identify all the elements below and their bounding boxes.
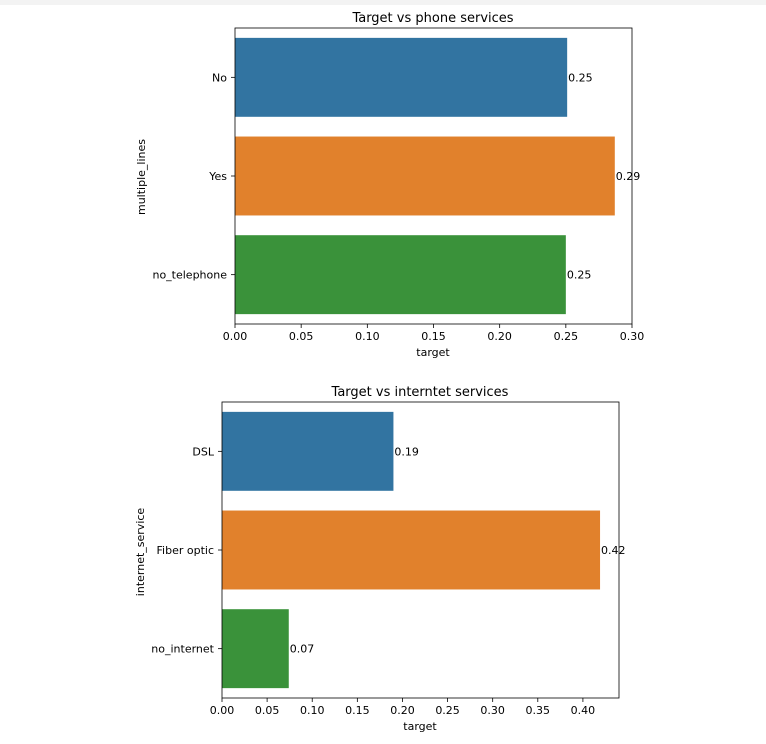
x-tick-label: 0.00	[223, 330, 248, 343]
y-tick-label: no_telephone	[152, 269, 227, 282]
y-tick-label: Yes	[208, 170, 227, 183]
x-tick-label: 0.15	[345, 704, 370, 717]
bar-no	[235, 37, 568, 117]
plot-frame	[221, 401, 620, 699]
data-labels-group: 0.19 0.42 0.07	[290, 445, 626, 655]
y-tick-label: Fiber optic	[157, 544, 214, 557]
chart-internet-services: Target vs interntet services target inte…	[134, 385, 626, 733]
top-strip	[0, 0, 766, 5]
x-tick-label: 0.15	[421, 330, 446, 343]
x-tick-label: 0.25	[435, 704, 460, 717]
x-tick-label: 0.35	[526, 704, 551, 717]
y-tick-label: no_internet	[151, 643, 214, 656]
bar-no_internet	[222, 609, 289, 689]
data-label: 0.25	[567, 269, 592, 282]
x-tick-label: 0.20	[390, 704, 415, 717]
bar-fiber-optic	[222, 510, 601, 590]
y-ticks-group: DSL Fiber optic no_internet	[151, 445, 222, 656]
y-axis-label: multiple_lines	[135, 139, 148, 215]
bar-dsl	[222, 411, 394, 491]
x-ticks-group: 0.00 0.05 0.10 0.15 0.20 0.25 0.30	[223, 324, 645, 343]
chart-title: Target vs interntet services	[331, 385, 509, 400]
x-tick-label: 0.00	[210, 704, 235, 717]
chart-title: Target vs phone services	[351, 11, 513, 26]
bars-group	[222, 411, 601, 689]
data-label: 0.29	[616, 170, 641, 183]
x-tick-label: 0.30	[480, 704, 505, 717]
data-label: 0.42	[601, 544, 626, 557]
x-tick-label: 0.30	[620, 330, 645, 343]
bars-group	[235, 37, 615, 315]
data-label: 0.25	[568, 71, 593, 84]
plot-frame	[234, 27, 633, 325]
data-label: 0.19	[394, 445, 419, 458]
x-axis-label: target	[416, 346, 450, 359]
chart-phone-services: Target vs phone services target multiple…	[135, 11, 644, 359]
y-axis-label: internet_service	[134, 508, 147, 597]
x-tick-label: 0.05	[255, 704, 280, 717]
x-ticks-group: 0.00 0.05 0.10 0.15 0.20 0.25 0.30 0.35 0.40	[210, 698, 595, 717]
x-tick-label: 0.20	[487, 330, 512, 343]
x-axis-label: target	[403, 720, 437, 733]
x-tick-label: 0.05	[289, 330, 314, 343]
y-ticks-group: No Yes no_telephone	[152, 71, 235, 282]
x-tick-label: 0.40	[571, 704, 596, 717]
x-tick-label: 0.10	[355, 330, 380, 343]
bar-yes	[235, 136, 615, 216]
bar-no_telephone	[235, 235, 566, 315]
x-tick-label: 0.25	[554, 330, 579, 343]
y-tick-label: DSL	[192, 445, 214, 458]
y-tick-label: No	[212, 71, 227, 84]
data-label: 0.07	[290, 643, 315, 656]
x-tick-label: 0.10	[300, 704, 325, 717]
data-labels-group: 0.25 0.29 0.25	[567, 71, 640, 281]
